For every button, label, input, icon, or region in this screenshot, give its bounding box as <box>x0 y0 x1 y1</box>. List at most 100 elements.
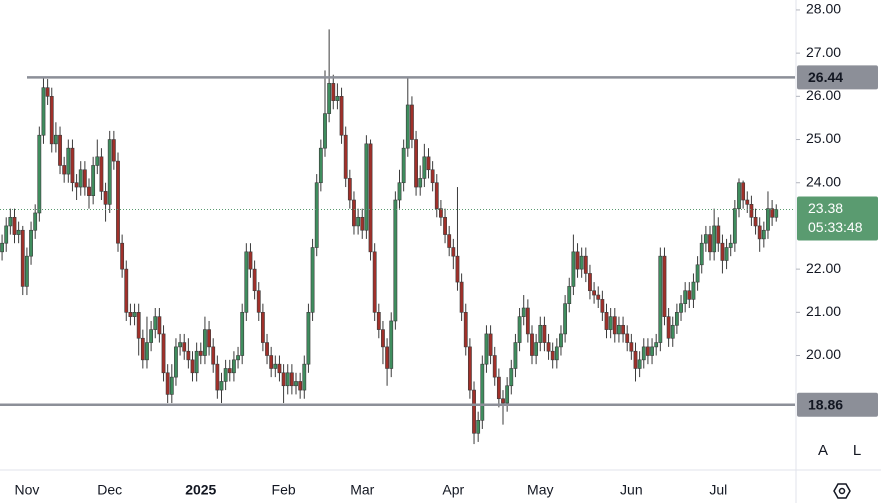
candle-body <box>683 290 688 304</box>
candle-body <box>368 143 373 253</box>
candle-body <box>405 104 410 149</box>
candle-body <box>650 346 654 356</box>
candle-body <box>509 368 514 387</box>
candle-body <box>74 182 79 188</box>
candle-body <box>103 191 108 205</box>
settings-icon-dot[interactable] <box>838 487 846 495</box>
candle-body <box>459 281 464 313</box>
candle-body <box>91 165 96 196</box>
y-tick-label: 28.00 <box>806 1 841 17</box>
candle-body <box>753 216 758 227</box>
candle-body <box>352 199 356 227</box>
candle-body <box>107 139 112 205</box>
candle-body <box>116 160 120 244</box>
settings-icon[interactable] <box>833 483 851 499</box>
candle-body <box>190 359 195 374</box>
candle-body <box>277 363 282 374</box>
candle-body <box>517 316 522 343</box>
candle-body <box>447 234 452 248</box>
candle-body <box>699 242 704 266</box>
auto-button-bg[interactable] <box>812 438 834 462</box>
candle-body <box>169 376 174 395</box>
candle-body <box>488 333 493 356</box>
candle-body <box>360 216 365 231</box>
level-label-bg <box>797 392 878 417</box>
candle-body <box>25 255 29 287</box>
candle-body <box>579 255 584 270</box>
candle-body <box>82 169 87 188</box>
candle-body <box>281 372 286 387</box>
candle-body <box>211 346 216 365</box>
candle-body <box>550 350 555 361</box>
y-tick-label: 20.00 <box>806 346 841 362</box>
y-tick-label: 21.00 <box>806 303 841 319</box>
candle-body <box>310 247 315 313</box>
candle-body <box>37 134 42 214</box>
level-label-bg <box>797 65 878 90</box>
candle-body <box>376 312 381 330</box>
candle-body <box>0 242 4 253</box>
candle-body <box>70 147 75 184</box>
candle-body <box>583 255 588 274</box>
x-tick-label: Dec <box>97 482 122 498</box>
candle-body <box>662 255 667 317</box>
auto-button[interactable]: A <box>818 442 828 459</box>
candle-body <box>770 208 775 218</box>
candle-body <box>745 199 750 205</box>
candle-body <box>53 134 58 145</box>
candle-body <box>285 372 290 387</box>
candle-body <box>95 156 100 166</box>
x-tick-label: Mar <box>350 482 374 498</box>
candle-body <box>521 307 526 317</box>
settings-button[interactable] <box>833 483 851 499</box>
candle-body <box>571 251 576 287</box>
candle-body <box>674 312 679 326</box>
candle-body <box>505 385 510 404</box>
candle-body <box>422 156 427 179</box>
candle-body <box>472 389 476 434</box>
candle-body <box>323 113 327 149</box>
candle-body <box>434 182 439 209</box>
candle-body <box>161 333 166 374</box>
candle-body <box>66 147 71 175</box>
candle-body <box>306 312 311 365</box>
candle-body <box>538 324 543 343</box>
candle-body <box>463 312 468 348</box>
candle-body <box>327 83 332 114</box>
log-button-bg[interactable] <box>846 438 868 462</box>
candle-body <box>637 359 642 369</box>
candle-body <box>244 251 249 313</box>
candle-body <box>563 303 568 335</box>
y-tick-label: 24.00 <box>806 173 841 189</box>
candle-body <box>227 368 232 374</box>
candle-body <box>149 329 154 343</box>
candle-body <box>198 350 203 356</box>
candle-body <box>389 320 394 369</box>
candle-body <box>554 346 559 361</box>
candle-body <box>289 372 294 387</box>
candle-body <box>695 264 700 283</box>
candle-body <box>397 182 402 201</box>
x-tick-label: May <box>527 482 553 498</box>
candle-body <box>625 333 630 343</box>
candle-body <box>703 234 708 244</box>
candle-body <box>687 290 692 300</box>
candle-body <box>443 216 447 235</box>
overlay: 26.44 18.86 23.38 05:33:48 <box>0 65 878 417</box>
candle-body <box>219 381 224 391</box>
candle-body <box>182 342 187 352</box>
candle-body <box>20 229 25 287</box>
candle-body <box>8 216 13 227</box>
log-button[interactable]: L <box>853 442 861 459</box>
candle-body <box>12 216 17 235</box>
candle-body <box>339 96 344 136</box>
x-tick-label: Nov <box>14 482 39 498</box>
candle-body <box>157 316 162 335</box>
y-tick-label: 26.00 <box>806 87 841 103</box>
candle-body <box>708 234 712 253</box>
candle-body <box>132 312 137 317</box>
candle-body <box>737 182 741 209</box>
candle-body <box>29 229 33 257</box>
candle-body <box>492 355 497 378</box>
candle-body <box>364 143 369 231</box>
